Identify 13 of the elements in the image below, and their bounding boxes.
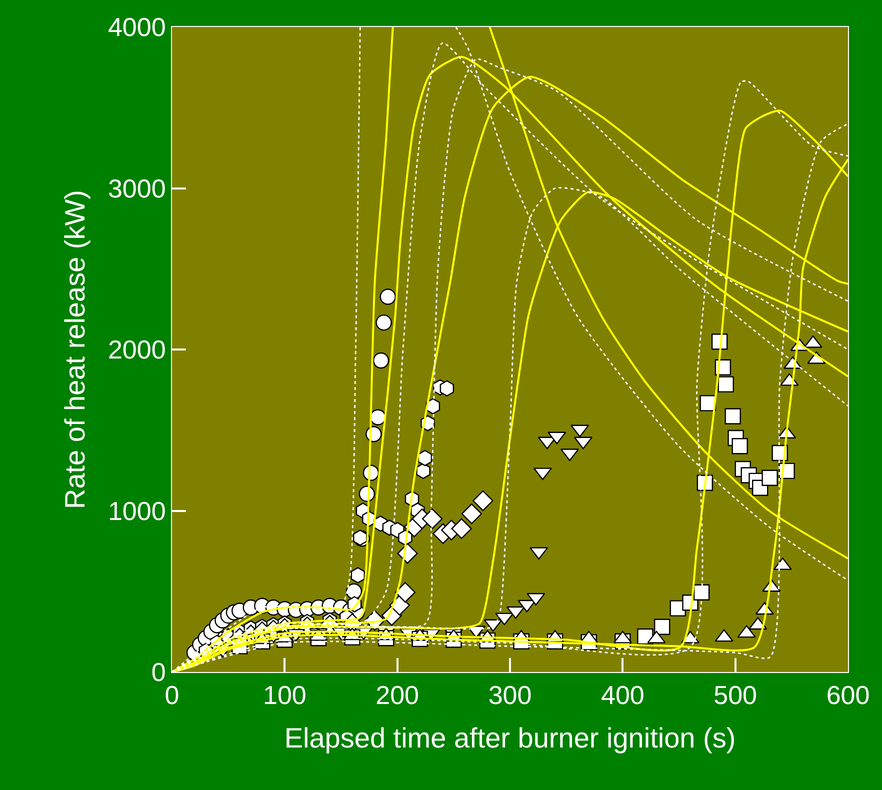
- y-tick-label: 2000: [108, 334, 166, 365]
- y-tick-label: 0: [151, 657, 166, 688]
- x-tick-label: 200: [376, 680, 420, 710]
- x-tick-label: 300: [488, 680, 532, 710]
- x-tick-label: 600: [826, 680, 870, 710]
- y-tick-label: 4000: [108, 12, 166, 42]
- x-tick-label: 400: [600, 680, 644, 710]
- y-tick-label: 1000: [108, 496, 166, 526]
- y-tick-label: 3000: [108, 173, 166, 204]
- y-axis-title: Rate of heat release (kW): [60, 190, 91, 510]
- x-tick-label: 100: [262, 680, 306, 710]
- x-tick-label: 500: [714, 680, 758, 710]
- x-axis-title: Elapsed time after burner ignition (s): [284, 722, 736, 754]
